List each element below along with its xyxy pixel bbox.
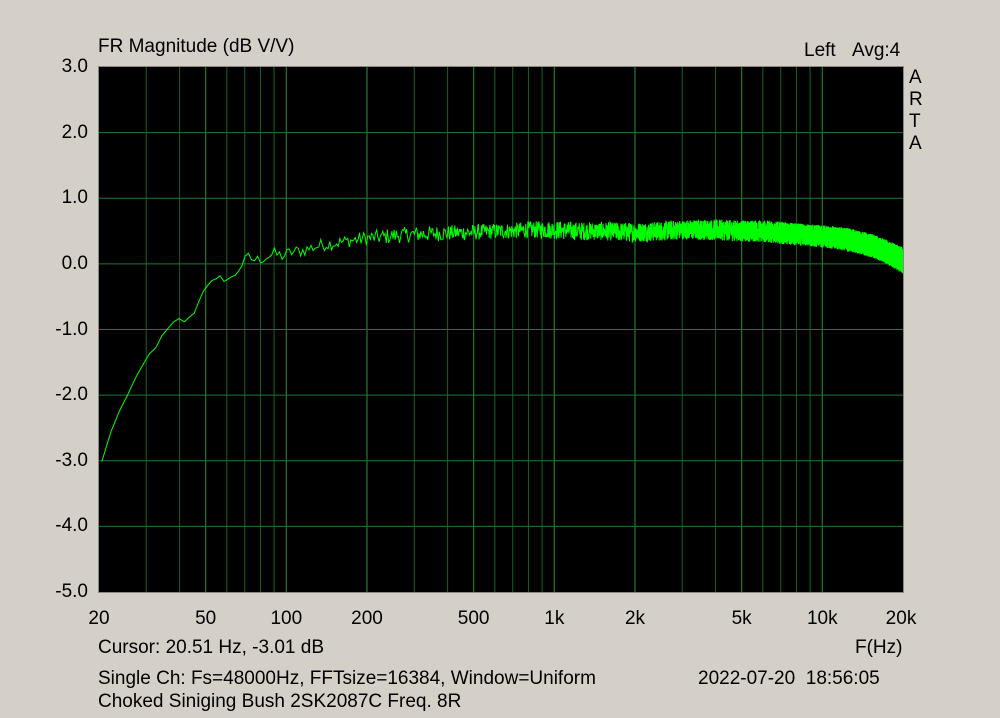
y-tick-label: 3.0 — [61, 56, 88, 77]
y-tick-label: -5.0 — [55, 581, 88, 602]
y-tick-label: 0.0 — [61, 252, 88, 274]
x-tick-label: 500 — [457, 608, 490, 629]
timestamp: 2022-07-20 18:56:05 — [698, 668, 880, 689]
brand-letter: A — [909, 67, 922, 88]
brand-letter: T — [909, 111, 921, 132]
measurement-info: Single Ch: Fs=48000Hz, FFTsize=16384, Wi… — [98, 668, 596, 689]
chart-svg — [99, 67, 903, 592]
y-tick-label: 1.0 — [61, 187, 88, 209]
x-tick-label: 10k — [806, 608, 838, 629]
x-tick-label: 2k — [624, 608, 646, 629]
brand-letter: A — [909, 133, 922, 154]
channel-label: Left — [804, 40, 836, 61]
x-tick-label: 5k — [731, 608, 752, 629]
x-tick-label: 200 — [351, 608, 383, 629]
x-tick-label: 100 — [270, 608, 303, 629]
y-tick-label: -2.0 — [55, 384, 88, 406]
x-tick-label: 50 — [195, 608, 217, 629]
y-tick-label: -1.0 — [55, 318, 88, 340]
chart-title: FR Magnitude (dB V/V) — [98, 36, 295, 57]
measurement-description: Choked Siniging Bush 2SK2087C Freq. 8R — [98, 691, 462, 712]
x-tick-label: 1k — [544, 608, 565, 629]
cursor-readout: Cursor: 20.51 Hz, -3.01 dB — [98, 637, 324, 658]
y-tick-label: -3.0 — [55, 449, 88, 471]
x-tick-label: 20k — [885, 608, 917, 629]
average-label: Avg:4 — [852, 40, 901, 61]
x-tick-label: 20 — [88, 608, 110, 629]
y-tick-label: -4.0 — [55, 515, 88, 537]
plot-area[interactable] — [98, 66, 904, 593]
series-line — [101, 218, 903, 462]
x-axis-label: F(Hz) — [855, 637, 903, 658]
brand-letter: R — [909, 89, 923, 110]
y-tick-label: 2.0 — [61, 121, 88, 143]
